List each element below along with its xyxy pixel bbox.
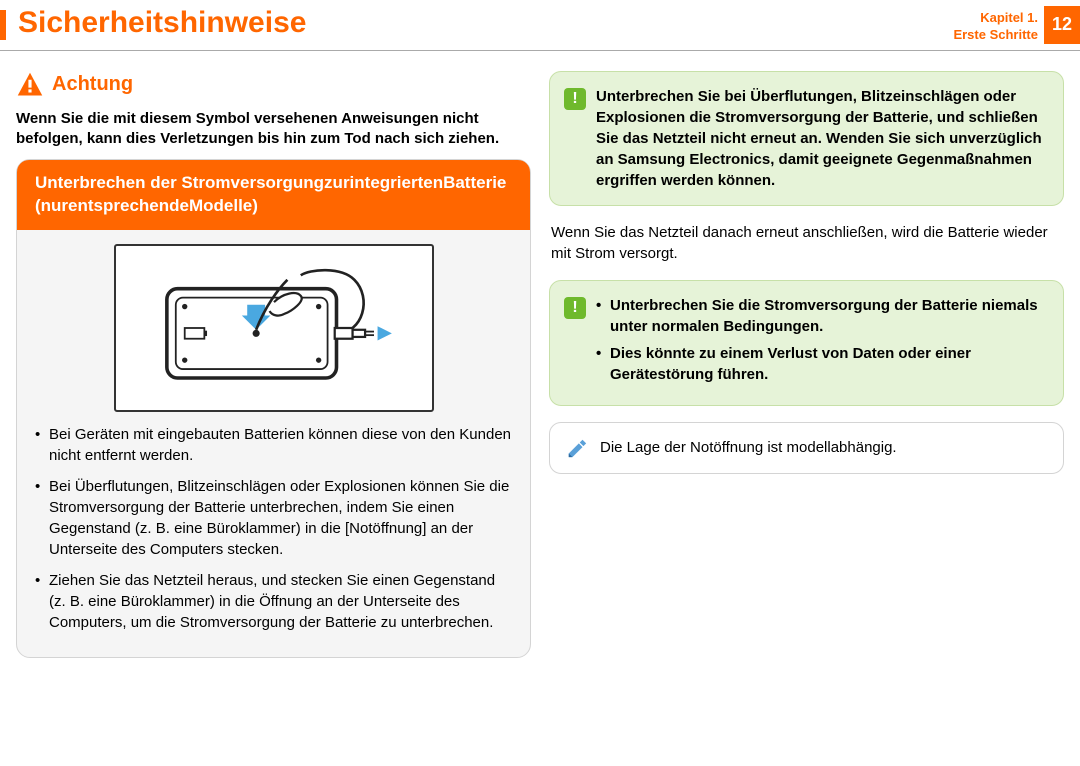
battery-section-title: Unterbrechen der Stromversorgungzurinteg… bbox=[17, 160, 530, 230]
battery-section-box: Unterbrechen der Stromversorgungzurinteg… bbox=[16, 159, 531, 658]
list-item: Ziehen Sie das Netzteil heraus, und stec… bbox=[35, 570, 512, 633]
page-number: 12 bbox=[1044, 6, 1080, 44]
green-alert-box-2: ! Unterbrechen Sie die Stromversorgung d… bbox=[549, 280, 1064, 406]
page-title: Sicherheitshinweise bbox=[18, 6, 306, 40]
list-item: Bei Überflutungen, Blitzeinschlägen oder… bbox=[35, 476, 512, 560]
achtung-intro: Wenn Sie die mit diesem Symbol versehene… bbox=[16, 109, 531, 150]
info-note-text: Die Lage der Notöffnung ist modellabhäng… bbox=[600, 439, 897, 456]
chapter-line-2: Erste Schritte bbox=[953, 27, 1038, 44]
exclamation-icon: ! bbox=[564, 297, 586, 319]
accent-bar bbox=[0, 10, 6, 40]
list-item: Bei Geräten mit eingebauten Batterien kö… bbox=[35, 424, 512, 466]
left-column: Achtung Wenn Sie die mit diesem Symbol v… bbox=[16, 71, 531, 658]
right-column: ! Unterbrechen Sie bei Überflutungen, Bl… bbox=[549, 71, 1064, 658]
green-bullet-list: Unterbrechen Sie die Stromversorgung der… bbox=[596, 295, 1047, 391]
list-item: Unterbrechen Sie die Stromversorgung der… bbox=[596, 295, 1047, 337]
chapter-label: Kapitel 1. Erste Schritte bbox=[953, 6, 1044, 44]
achtung-label: Achtung bbox=[52, 73, 133, 96]
info-note-box: Die Lage der Notöffnung ist modellabhäng… bbox=[549, 422, 1064, 474]
green-alert-text: Unterbrechen Sie bei Überflutungen, Blit… bbox=[596, 86, 1047, 191]
chapter-block: Kapitel 1. Erste Schritte 12 bbox=[953, 6, 1080, 44]
reconnect-note: Wenn Sie das Netzteil danach erneut ansc… bbox=[549, 222, 1064, 264]
warning-triangle-icon bbox=[16, 71, 44, 99]
list-item: Dies könnte zu einem Verlust von Daten o… bbox=[596, 343, 1047, 385]
page-header: Sicherheitshinweise Kapitel 1. Erste Sch… bbox=[0, 0, 1080, 44]
chapter-line-1: Kapitel 1. bbox=[953, 10, 1038, 27]
achtung-heading: Achtung bbox=[16, 71, 531, 99]
exclamation-icon: ! bbox=[564, 88, 586, 110]
pencil-note-icon bbox=[566, 437, 588, 459]
green-alert-box-1: ! Unterbrechen Sie bei Überflutungen, Bl… bbox=[549, 71, 1064, 206]
battery-bullet-list: Bei Geräten mit eingebauten Batterien kö… bbox=[17, 424, 530, 633]
laptop-illustration bbox=[114, 244, 434, 412]
content-columns: Achtung Wenn Sie die mit diesem Symbol v… bbox=[0, 51, 1080, 658]
